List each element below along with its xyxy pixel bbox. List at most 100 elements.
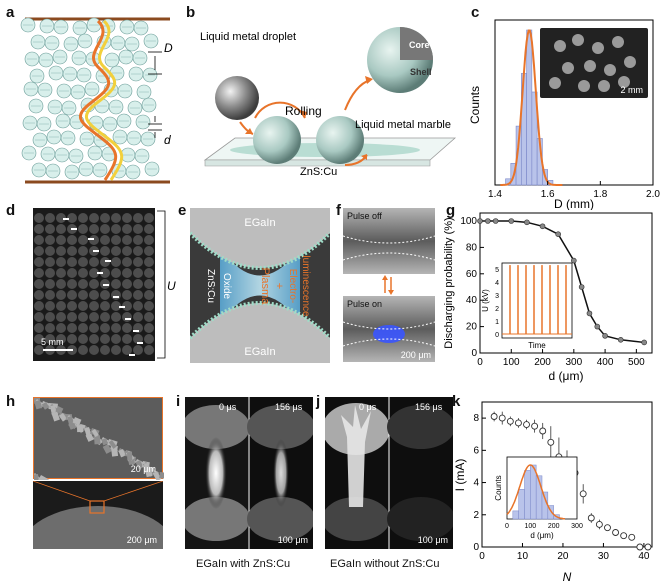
panel-label-f: f <box>336 202 341 219</box>
marble-particle <box>584 60 596 72</box>
chart-k-point <box>604 524 611 532</box>
label-substrate: ZnS:Cu <box>300 166 337 178</box>
chart-g-point <box>539 223 546 230</box>
chart-c-xtick: 1.8 <box>593 189 607 200</box>
panel-f-scale: 200 μm <box>400 350 431 360</box>
chart-k-inset: 0 100 200 300 d (μm) Counts <box>494 456 583 540</box>
particle <box>45 268 55 278</box>
zns-crystal <box>111 447 119 457</box>
particle <box>133 312 143 322</box>
particle <box>78 268 88 278</box>
particle <box>67 246 77 256</box>
particle <box>45 224 55 234</box>
particle <box>34 213 44 223</box>
chart-k-inset-bar <box>541 491 549 520</box>
label-egain-bottom: EGaIn <box>244 346 275 358</box>
particle <box>89 345 99 355</box>
particle <box>67 323 77 333</box>
particle <box>56 290 66 300</box>
chart-g-ytick: 60 <box>466 269 478 280</box>
particle <box>45 334 55 344</box>
panel-label-j: j <box>316 393 321 410</box>
particle <box>133 290 143 300</box>
particle <box>144 279 154 289</box>
particle <box>100 334 110 344</box>
panel-d-scale: 5 mm <box>41 337 64 347</box>
particle <box>133 334 143 344</box>
chart-k-point <box>612 529 620 536</box>
label-shell: Shell <box>410 67 432 77</box>
chart-k-ytick: 0 <box>473 542 479 553</box>
spark <box>71 228 77 230</box>
particle <box>122 268 132 278</box>
particle <box>111 279 121 289</box>
marble-particle <box>624 56 636 68</box>
chart-k-inset-ylabel: Counts <box>494 475 503 500</box>
chart-g-xtick: 0 <box>477 357 483 368</box>
zns-crystal <box>50 405 57 413</box>
chart-c-xlabel: D (mm) <box>554 197 594 210</box>
panel-label-h: h <box>6 393 16 410</box>
chart-k-inset-bar <box>547 505 554 520</box>
particle <box>78 224 88 234</box>
chart-g-xlabel: d (μm) <box>549 369 584 383</box>
panel-j-t1: 156 μs <box>415 402 443 412</box>
chart-c-ylabel: Counts <box>468 86 482 124</box>
panel-h-scale-top: 20 μm <box>130 464 156 474</box>
particle <box>144 268 154 278</box>
label-egain-top: EGaIn <box>244 217 275 229</box>
particle <box>111 213 121 223</box>
particle <box>89 213 99 223</box>
marble-particle <box>604 64 616 76</box>
chart-k-inset-bar <box>512 510 519 520</box>
particle <box>133 224 143 234</box>
panel-h-photo: 200 μm <box>33 481 163 549</box>
chart-g-inset-ytick: 4 <box>495 280 499 287</box>
chart-g-inset-frame <box>501 262 573 339</box>
panel-label-k: k <box>452 393 461 410</box>
particle <box>144 290 154 300</box>
chart-k-inset-xlabel: d (μm) <box>530 531 554 540</box>
plasma-region <box>220 248 300 323</box>
panel-label-b: b <box>186 4 196 21</box>
particle <box>34 279 44 289</box>
chart-k-point <box>539 427 547 435</box>
particle <box>122 279 132 289</box>
zns-crystal <box>33 474 39 481</box>
chart-k-point <box>644 543 652 551</box>
particle <box>67 290 77 300</box>
panel-i-t1: 156 μs <box>275 402 303 412</box>
chart-g-ytick: 80 <box>466 242 478 253</box>
zns-crystal <box>152 470 162 482</box>
spark <box>133 330 139 332</box>
spark <box>119 306 125 308</box>
particle <box>111 323 121 333</box>
particle <box>45 235 55 245</box>
zns-crystal <box>91 429 99 438</box>
particle <box>78 345 88 355</box>
particle <box>111 301 121 311</box>
particle <box>144 323 154 333</box>
particle <box>78 301 88 311</box>
particle <box>111 235 121 245</box>
spark <box>137 342 143 344</box>
zns-crystal <box>77 425 84 433</box>
chart-k-ytick: 8 <box>473 413 479 424</box>
spark <box>113 296 119 298</box>
label-plasma: Plasma <box>259 268 271 306</box>
chart-k-inset-bar <box>524 470 531 520</box>
marble-particle <box>549 77 561 89</box>
chart-k-inset-fit <box>506 464 565 520</box>
core-cutaway <box>400 27 433 60</box>
particle <box>78 312 88 322</box>
particle <box>89 290 99 300</box>
marble-particle <box>592 42 604 54</box>
label-rolling: Rolling <box>285 104 322 118</box>
particle <box>89 257 99 267</box>
chart-g-inset-ytick: 2 <box>495 306 499 313</box>
particle <box>56 224 66 234</box>
marble-particle <box>572 34 584 46</box>
chart-k-point <box>579 490 587 498</box>
particle <box>144 235 154 245</box>
panel-i-scale: 100 μm <box>277 535 308 545</box>
